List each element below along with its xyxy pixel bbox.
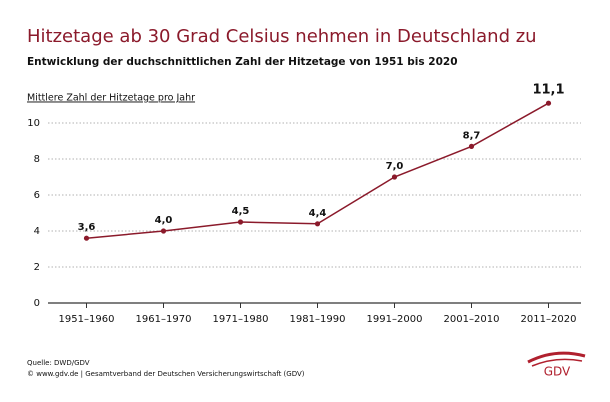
x-tick-label: 2001–2010 bbox=[444, 314, 500, 325]
y-tick-label: 4 bbox=[34, 226, 40, 237]
y-tick-label: 6 bbox=[34, 190, 40, 201]
chart-title: Hitzetage ab 30 Grad Celsius nehmen in D… bbox=[27, 26, 537, 47]
value-label: 7,0 bbox=[386, 161, 404, 172]
point bbox=[83, 235, 90, 241]
logo: GDV bbox=[527, 351, 586, 379]
value-label: 8,7 bbox=[463, 130, 481, 141]
point bbox=[160, 228, 167, 234]
point bbox=[314, 221, 321, 227]
point bbox=[468, 143, 475, 149]
value-label: 4,4 bbox=[309, 208, 327, 219]
logo-arc bbox=[527, 351, 586, 364]
x-tick-label: 1961–1970 bbox=[136, 314, 192, 325]
point bbox=[237, 219, 244, 225]
y-tick-label: 2 bbox=[34, 262, 40, 273]
value-label: 3,6 bbox=[78, 222, 96, 233]
value-label: 4,5 bbox=[232, 206, 250, 217]
x-tick-label: 1991–2000 bbox=[367, 314, 423, 325]
x-tick-label: 1971–1980 bbox=[213, 314, 269, 325]
x-tick-label: 1981–1990 bbox=[290, 314, 346, 325]
value-label: 11,1 bbox=[532, 83, 564, 98]
chart-subtitle: Entwicklung der duchschnittlichen Zahl d… bbox=[27, 56, 458, 68]
x-tick-label: 2011–2020 bbox=[521, 314, 577, 325]
value-label: 4,0 bbox=[155, 215, 173, 226]
logo-text: GDV bbox=[544, 365, 571, 379]
copyright: © www.gdv.de | Gesamtverband der Deutsch… bbox=[27, 370, 305, 378]
y-tick-label: 10 bbox=[27, 118, 40, 129]
logo-arc bbox=[531, 358, 583, 367]
y-axis-label: Mittlere Zahl der Hitzetage pro Jahr bbox=[27, 93, 195, 104]
x-tick-label: 1951–1960 bbox=[59, 314, 115, 325]
point bbox=[391, 174, 398, 180]
y-tick-label: 8 bbox=[34, 154, 40, 165]
source: Quelle: DWD/GDV bbox=[27, 359, 90, 367]
y-tick-label: 0 bbox=[34, 298, 40, 309]
point bbox=[545, 100, 552, 106]
